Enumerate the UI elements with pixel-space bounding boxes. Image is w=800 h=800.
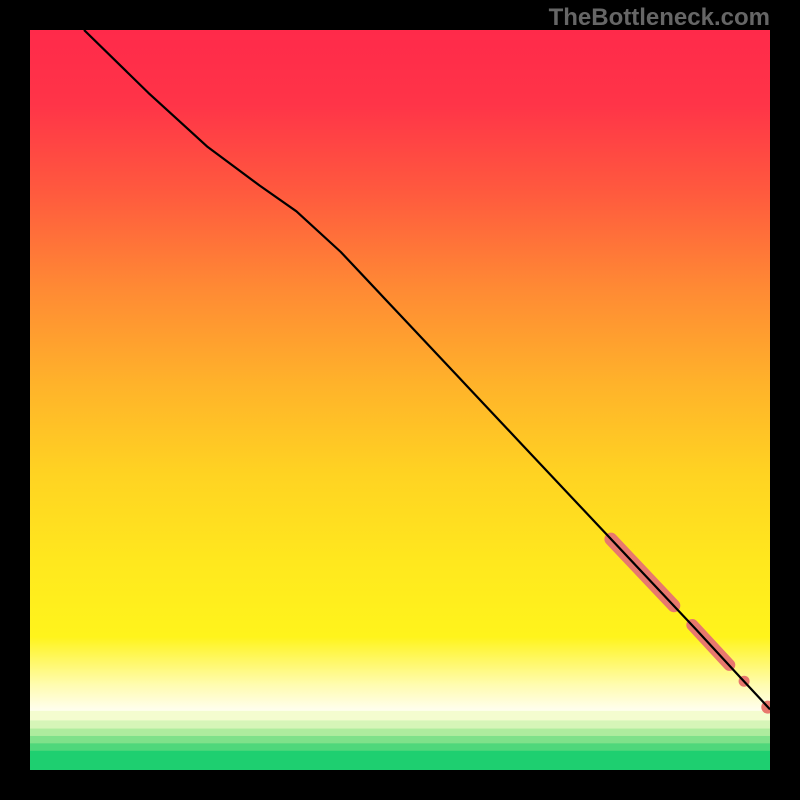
gradient-band: [30, 720, 770, 729]
gradient-band: [30, 743, 770, 751]
gradient-bottom-bands: [30, 711, 770, 771]
chart-plot: [0, 0, 800, 800]
gradient-band: [30, 751, 770, 771]
gradient-band: [30, 729, 770, 737]
gradient-band: [30, 736, 770, 744]
gradient-band: [30, 711, 770, 721]
plot-background: [30, 30, 770, 770]
canvas-root: TheBottleneck.com: [0, 0, 800, 800]
watermark-text: TheBottleneck.com: [549, 4, 770, 32]
